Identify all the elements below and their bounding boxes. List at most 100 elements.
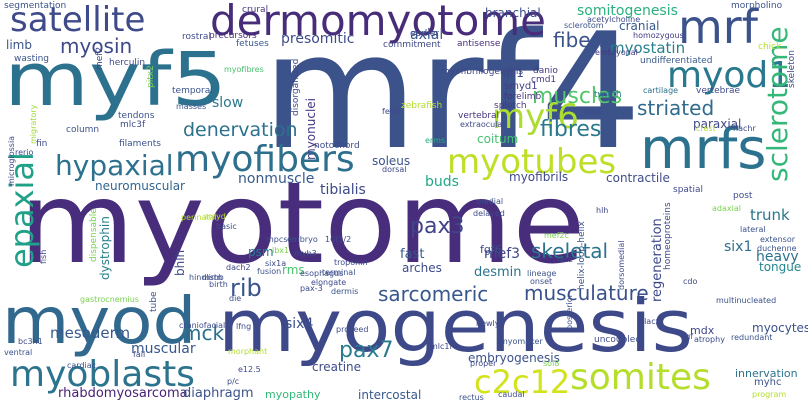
word: fusion: [257, 267, 282, 276]
word: cardiac: [67, 361, 97, 370]
word: sarcomeric: [378, 282, 489, 306]
word: mef2c: [544, 231, 570, 240]
word: striated: [637, 96, 715, 120]
word: mef2: [95, 46, 105, 70]
word: column: [66, 125, 100, 135]
word: erms: [425, 136, 446, 145]
word: myofibrils: [509, 170, 569, 184]
word: embryogenesis: [468, 351, 560, 365]
word: dispensable: [89, 208, 99, 262]
word: diaphragm: [183, 386, 254, 401]
word: sclerotom: [564, 21, 604, 30]
word: fibers: [553, 28, 610, 52]
word: dorsomedial: [617, 240, 626, 290]
word: precursors: [209, 31, 257, 41]
word: hypaxial: [55, 149, 174, 182]
word: onset: [530, 277, 553, 286]
word: twitch: [594, 90, 622, 100]
word: pax3: [410, 214, 465, 239]
word: myofibrillogenesis: [441, 67, 524, 77]
word: rerio: [15, 148, 34, 157]
word: slow: [212, 95, 244, 111]
word: adaxial: [712, 204, 741, 213]
word: mck: [182, 321, 225, 345]
word: satellite: [10, 0, 146, 40]
word: myosin: [60, 34, 133, 58]
word: extensor: [760, 235, 795, 244]
word: posterior: [565, 294, 574, 330]
word: trunk: [750, 206, 790, 224]
word: contractile: [606, 171, 670, 185]
word: rms: [282, 263, 305, 277]
word: mrfs: [640, 117, 767, 182]
word: myofibers: [175, 139, 355, 180]
word: smyd: [204, 212, 226, 221]
word: perinatal: [181, 213, 217, 222]
word: tongue: [759, 260, 802, 274]
word: elongate: [311, 278, 347, 287]
word: skeletal: [531, 239, 609, 263]
word: redundant: [731, 333, 773, 342]
word: coitum: [477, 132, 519, 146]
word: pitx2: [146, 65, 156, 88]
word: lfng: [236, 322, 252, 331]
word: proper: [470, 359, 497, 368]
word: multinucleated: [716, 296, 777, 305]
word: troponin: [334, 258, 368, 267]
word: morpholino: [731, 1, 783, 11]
word: proceed: [336, 325, 369, 334]
word: p/c: [227, 377, 240, 386]
word: lateral: [740, 225, 766, 234]
word: bc3h1: [18, 337, 43, 346]
word: bhlh: [173, 249, 187, 276]
word: notochord: [314, 141, 360, 151]
word: neuromuscular: [95, 179, 185, 193]
word: pax7: [339, 338, 394, 363]
word: hlh: [596, 206, 609, 215]
word: embryonal: [595, 48, 638, 57]
word: denervation: [183, 119, 298, 141]
word: creatine: [312, 360, 362, 374]
word: igf: [683, 332, 694, 341]
word: myhc: [754, 377, 782, 388]
word: herculin: [109, 58, 146, 68]
word: mrf: [678, 0, 758, 54]
word: morphant: [228, 347, 268, 356]
word: buds: [425, 174, 459, 190]
word: dermomyotome: [210, 0, 547, 45]
word: lineage: [527, 269, 557, 278]
word: mpcs: [266, 235, 288, 244]
word: microglossia: [7, 135, 16, 186]
word: muscles: [532, 84, 623, 109]
word: extraocular: [460, 120, 506, 129]
word: splotch: [494, 101, 527, 111]
word: psm: [248, 245, 274, 259]
word: dystrophin: [98, 216, 112, 280]
word: filaments: [119, 139, 161, 149]
word: branchial: [485, 6, 541, 20]
word: myod: [2, 285, 197, 359]
word: fgf-6: [584, 107, 603, 116]
word: c2c12: [474, 363, 571, 401]
word: fgf6: [480, 243, 502, 256]
word: nonmuscle: [238, 171, 315, 187]
word: tendons: [118, 111, 155, 121]
word: undifferentiated: [640, 56, 713, 66]
word: presomitic: [281, 31, 355, 47]
word: wasting: [14, 54, 50, 64]
word: somites: [570, 357, 711, 398]
word: atrophy: [694, 335, 725, 344]
word: esophagus: [300, 269, 344, 278]
word: myopathy: [265, 388, 321, 401]
word: lbx1: [272, 246, 290, 255]
word: temporal: [172, 86, 213, 96]
word: danio: [533, 66, 558, 76]
word: myod1: [667, 55, 792, 96]
word: newly: [476, 319, 500, 328]
word: somitogenesis: [577, 3, 678, 19]
word: chick: [758, 42, 782, 52]
word: cmd1: [531, 75, 557, 85]
word: paraxial: [693, 117, 742, 131]
word: mef3: [484, 246, 521, 262]
word: segmentation: [4, 1, 67, 11]
